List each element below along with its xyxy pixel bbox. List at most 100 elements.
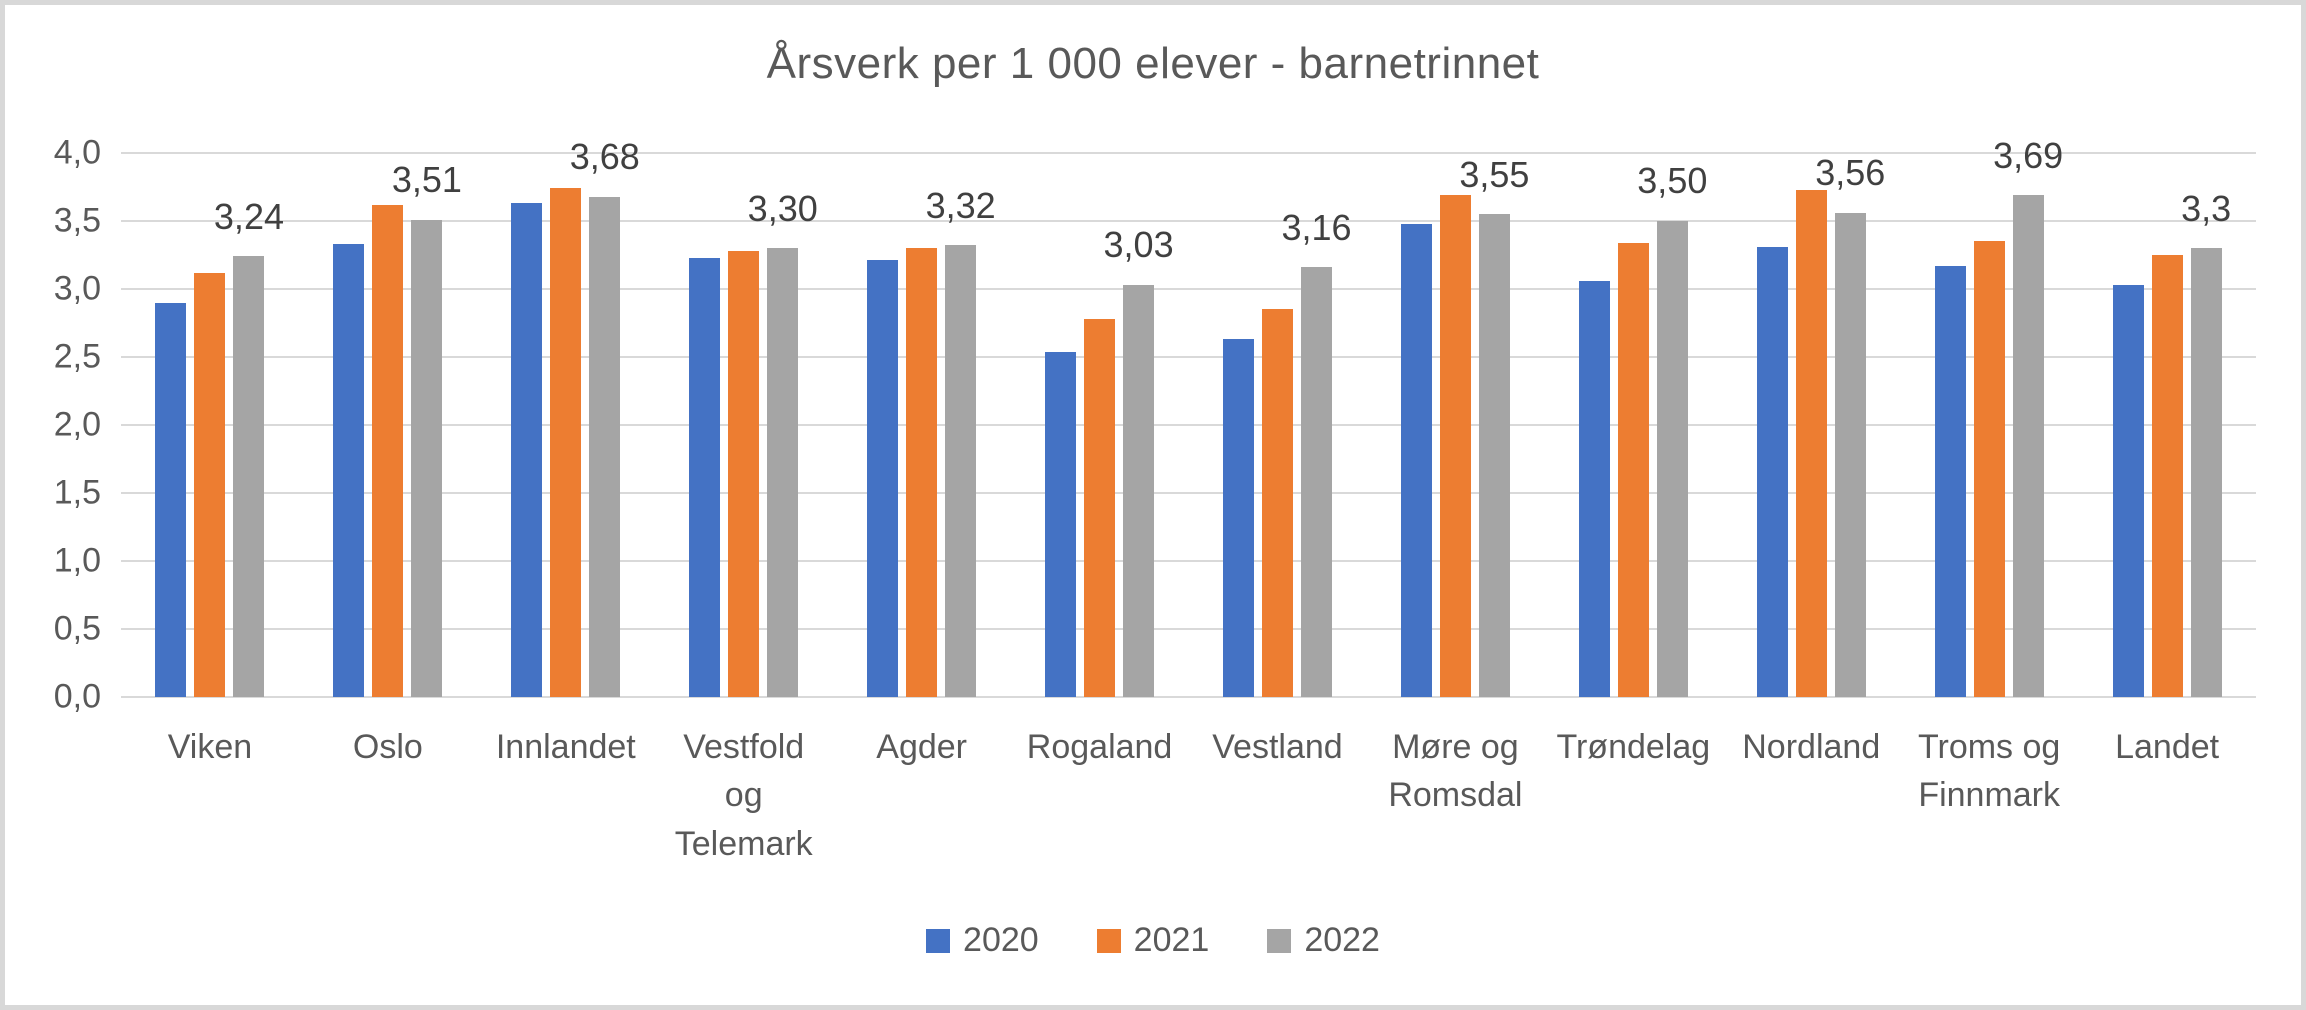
data-label: 3,55 <box>1459 153 1530 195</box>
bar-2020 <box>867 260 899 697</box>
bar-2021 <box>372 204 404 697</box>
bar-2020 <box>1400 223 1432 697</box>
data-label: 3,51 <box>391 159 462 201</box>
x-axis-category-label: Trøndelag <box>1556 728 1711 766</box>
y-axis-tick-label: 1,5 <box>53 473 101 512</box>
bar-2020 <box>155 302 187 697</box>
x-axis-category-label: Landet <box>2115 728 2220 766</box>
bar-2022: 3,3 <box>2181 189 2231 697</box>
legend-label: 2022 <box>1304 921 1380 959</box>
x-axis-category-label: Viken <box>167 728 253 766</box>
y-axis-tick-label: 3,5 <box>53 201 101 240</box>
y-axis-tick-label: 0,0 <box>53 677 101 716</box>
bar-2021 <box>1617 242 1649 697</box>
bar-group: 3,50 <box>1544 153 1722 697</box>
data-label: 3,30 <box>747 187 818 229</box>
bar-2022: 3,68 <box>570 137 640 697</box>
plot-area: 3,24 3,51 3,68 3,30 3,32 3,03 3,16 3,55 3,50 3,56… <box>121 135 2256 698</box>
x-axis-category-label: Rogaland <box>1026 728 1173 766</box>
bar-2022: 3,51 <box>392 160 462 697</box>
bar-2020 <box>1578 280 1610 697</box>
bar-group: 3,16 <box>1189 153 1367 697</box>
y-axis-tick-label: 3,0 <box>53 269 101 308</box>
gridline <box>121 492 2256 494</box>
bar-2020 <box>333 244 365 697</box>
gridline <box>121 628 2256 630</box>
bar-group: 3,55 <box>1366 153 1544 697</box>
bar-2020 <box>1756 246 1788 697</box>
gridline <box>121 152 2256 154</box>
bar-2021 <box>1439 195 1471 697</box>
x-axis-category-label: Innlandet <box>495 728 636 766</box>
bar-2022: 3,50 <box>1637 161 1707 697</box>
bar-2021 <box>1084 318 1116 697</box>
x-axis-category-label: Møre og Romsdal <box>1388 728 1523 815</box>
x-axis-category-label: Nordland <box>1742 728 1881 766</box>
bar-2020 <box>511 203 543 697</box>
legend-item: 2021 <box>1096 921 1210 960</box>
bar-group: 3,56 <box>1722 153 1900 697</box>
data-label: 3,50 <box>1637 160 1708 202</box>
x-axis-category-label: Vestland <box>1212 728 1343 766</box>
legend-item: 2022 <box>1267 921 1380 960</box>
bar-2021 <box>2151 255 2183 697</box>
gridline <box>121 696 2256 698</box>
bar-2021 <box>550 188 582 697</box>
legend-swatch <box>1096 928 1121 953</box>
gridline <box>121 356 2256 358</box>
data-label: 3,03 <box>1103 224 1174 266</box>
gridline <box>121 560 2256 562</box>
bar-group: 3,30 <box>655 153 833 697</box>
data-label: 3,32 <box>925 184 996 226</box>
bar-2022: 3,03 <box>1104 225 1174 697</box>
legend-label: 2020 <box>963 921 1039 959</box>
bar-2021 <box>728 250 760 697</box>
bar-group: 3,69 <box>1900 135 2078 697</box>
bar-2021 <box>1795 189 1827 697</box>
bar-2021 <box>1261 309 1293 697</box>
bar-2020 <box>1045 351 1077 697</box>
x-axis-category-label: Vestfold og Telemark <box>674 728 813 863</box>
bar-group: 3,32 <box>833 153 1011 697</box>
gridline <box>121 220 2256 222</box>
y-axis-tick-label: 2,0 <box>53 405 101 444</box>
chart-title: Årsverk per 1 000 elever - barnetrinnet <box>766 39 1540 88</box>
x-axis-category-label: Agder <box>876 728 967 766</box>
bar-2020 <box>689 257 721 697</box>
bar-2022: 3,69 <box>1993 135 2063 697</box>
data-label: 3,16 <box>1281 206 1352 248</box>
bar-2022: 3,24 <box>214 197 284 697</box>
legend-swatch <box>1267 928 1292 953</box>
y-axis-tick-label: 0,5 <box>53 609 101 648</box>
legend: 2020 2021 2022 <box>5 921 2301 960</box>
bar-groups-container: 3,24 3,51 3,68 3,30 3,32 3,03 3,16 3,55 3,50 3,56… <box>121 135 2256 697</box>
bar-2020 <box>2112 284 2144 697</box>
bar-2020 <box>1222 339 1254 697</box>
bar-2022: 3,30 <box>748 189 818 697</box>
y-axis-tick-label: 2,5 <box>53 337 101 376</box>
data-label: 3,24 <box>213 195 284 237</box>
data-label: 3,68 <box>569 135 640 177</box>
legend-swatch <box>926 928 951 953</box>
bar-group: 3,3 <box>2078 153 2256 697</box>
data-label: 3,56 <box>1815 152 1886 194</box>
bar-group: 3,68 <box>477 137 655 697</box>
x-axis: Viken Oslo Innlandet Vestfold og Telemark Ag… <box>121 723 2256 868</box>
bar-2022: 3,55 <box>1459 155 1529 697</box>
x-axis-category-label: Oslo <box>352 728 423 766</box>
data-label: 3,69 <box>1993 134 2064 176</box>
bar-2020 <box>1934 265 1966 697</box>
bar-2022: 3,16 <box>1281 208 1352 697</box>
bar-2021 <box>906 248 938 697</box>
gridline <box>121 288 2256 290</box>
y-axis: 4,0 3,5 3,0 2,5 2,0 1,5 1,0 0,5 0,0 <box>5 134 101 716</box>
bar-2022: 3,56 <box>1815 153 1885 697</box>
bar-group: 3,03 <box>1011 153 1189 697</box>
gridline <box>121 424 2256 426</box>
bar-2021 <box>1973 241 2005 697</box>
legend-label: 2021 <box>1133 921 1210 959</box>
y-axis-tick-label: 4,0 <box>53 133 101 172</box>
bar-group: 3,51 <box>299 153 477 697</box>
bar-2021 <box>194 272 226 697</box>
